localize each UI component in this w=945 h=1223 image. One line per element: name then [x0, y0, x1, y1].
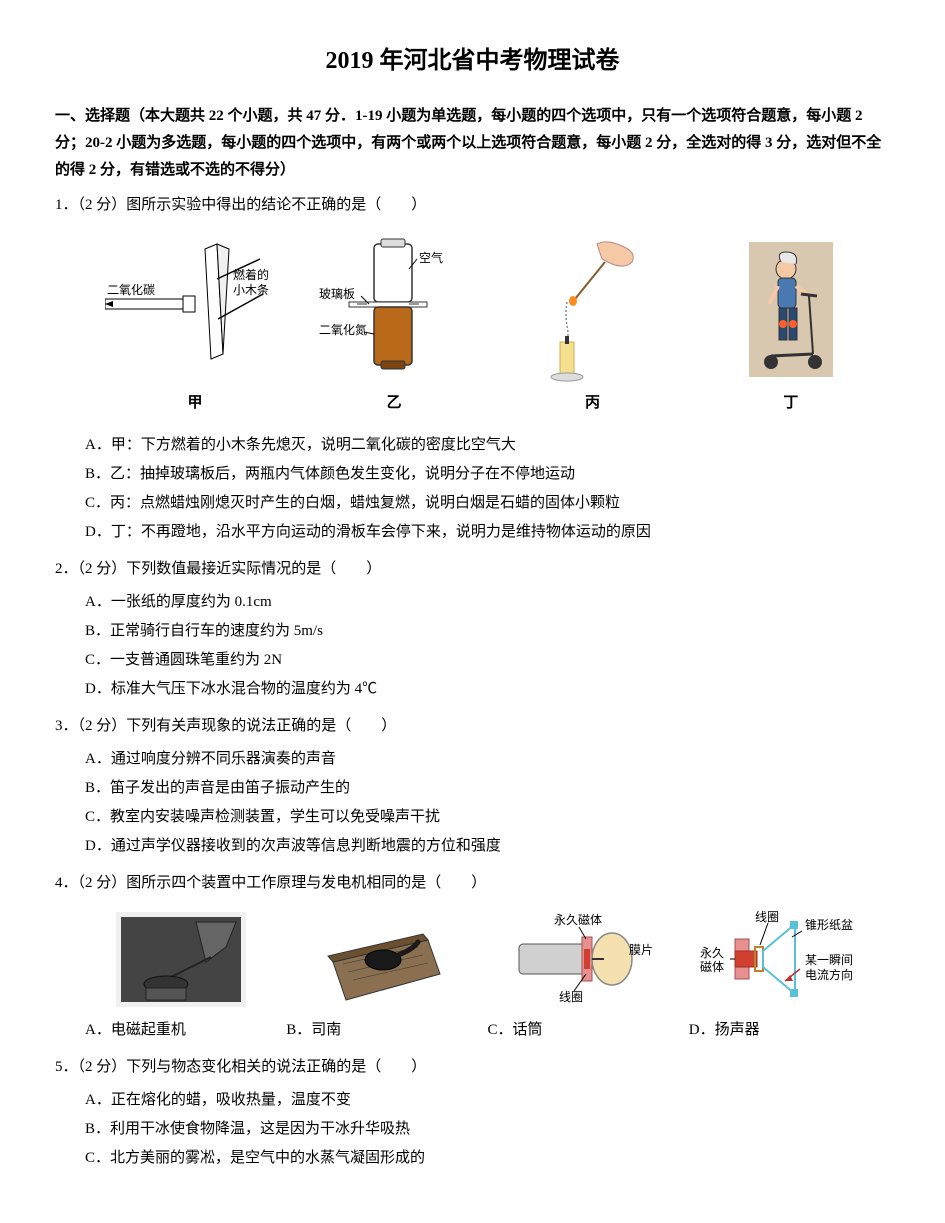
q4-diagram-d: 线圈 锥形纸盆 永久 磁体 某一瞬间 电流方向 [700, 909, 880, 1009]
q1-diagram-ding [741, 234, 841, 384]
q4-diagram-b [318, 912, 448, 1007]
q4-figure-b [297, 909, 469, 1009]
question-1: 1．（2 分）图所示实验中得出的结论不正确的是（ ） 二氧化碳 燃着的 小木条 [55, 192, 890, 546]
label-air: 空气 [419, 250, 443, 265]
q1-label-bing: 丙 [585, 390, 600, 417]
q4-option-a: A．电磁起重机 [85, 1017, 286, 1044]
q4-option-c: C．话筒 [488, 1017, 689, 1044]
q1-stem: 1．（2 分）图所示实验中得出的结论不正确的是（ ） [55, 192, 890, 219]
q1-figure-bing: 丙 [503, 234, 681, 417]
q4-figure-a [95, 909, 267, 1009]
q1-figures: 二氧化碳 燃着的 小木条 甲 空气 玻璃板 二氧化氮 [105, 234, 880, 417]
q5-option-b: B．利用干冰使食物降温，这是因为干冰升华吸热 [85, 1116, 890, 1143]
label-current2: 电流方向 [805, 967, 853, 982]
q2-option-b: B．正常骑行自行车的速度约为 5m/s [85, 618, 890, 645]
q2-option-d: D．标准大气压下冰水混合物的温度约为 4℃ [85, 676, 890, 703]
q3-option-b: B．笛子发出的声音是由笛子振动产生的 [85, 775, 890, 802]
q2-option-c: C．一支普通圆珠笔重约为 2N [85, 647, 890, 674]
q4-diagram-c: 永久磁体 膜片 线圈 [504, 909, 664, 1009]
q3-option-d: D．通过声学仪器接收到的次声波等信息判断地震的方位和强度 [85, 833, 890, 860]
label-diaphragm: 膜片 [629, 943, 653, 957]
q1-option-d: D．丁：不再蹬地，沿水平方向运动的滑板车会停下来，说明力是维持物体运动的原因 [85, 519, 890, 546]
label-wood: 燃着的 [233, 267, 269, 282]
q3-option-a: A．通过响度分辨不同乐器演奏的声音 [85, 746, 890, 773]
q4-option-b: B．司南 [286, 1017, 487, 1044]
label-co2: 二氧化碳 [107, 283, 155, 297]
q1-figure-ding: 丁 [702, 234, 880, 417]
q1-option-c: C．丙：点燃蜡烛刚熄灭时产生的白烟，蜡烛复燃，说明白烟是石蜡的固体小颗粒 [85, 490, 890, 517]
q1-options: A．甲：下方燃着的小木条先熄灭，说明二氧化碳的密度比空气大 B．乙：抽掉玻璃板后… [55, 432, 890, 546]
q4-option-d: D．扬声器 [689, 1017, 890, 1044]
label-no2: 二氧化氮 [319, 322, 367, 337]
label-magnet-d1: 永久 [700, 946, 724, 960]
q4-stem: 4．（2 分）图所示四个装置中工作原理与发电机相同的是（ ） [55, 870, 890, 897]
q3-option-c: C．教室内安装噪声检测装置，学生可以免受噪声干扰 [85, 804, 890, 831]
section-header: 一、选择题（本大题共 22 个小题，共 47 分．1-19 小题为单选题，每小题… [55, 103, 890, 184]
q1-option-b: B．乙：抽掉玻璃板后，两瓶内气体颜色发生变化，说明分子在不停地运动 [85, 461, 890, 488]
page-title: 2019 年河北省中考物理试卷 [55, 40, 890, 83]
q1-diagram-bing [537, 234, 647, 384]
q2-option-a: A．一张纸的厚度约为 0.1cm [85, 589, 890, 616]
label-current1: 某一瞬间 [805, 953, 853, 967]
q1-label-ding: 丁 [783, 390, 798, 417]
label-wood2: 小木条 [233, 283, 269, 297]
q2-options: A．一张纸的厚度约为 0.1cm B．正常骑行自行车的速度约为 5m/s C．一… [55, 589, 890, 703]
q1-diagram-jia: 二氧化碳 燃着的 小木条 [105, 234, 285, 384]
q4-figure-c: 永久磁体 膜片 线圈 [498, 909, 670, 1009]
q5-options: A．正在熔化的蜡，吸收热量，温度不变 B．利用干冰使食物降温，这是因为干冰升华吸… [55, 1087, 890, 1172]
label-magnet-c: 永久磁体 [554, 912, 602, 927]
q4-diagram-a [116, 912, 246, 1007]
question-2: 2．（2 分）下列数值最接近实际情况的是（ ） A．一张纸的厚度约为 0.1cm… [55, 556, 890, 703]
q4-figures: 永久磁体 膜片 线圈 线圈 锥形纸盆 永久 磁体 某一瞬间 电流方向 [95, 909, 880, 1009]
q4-options: A．电磁起重机 B．司南 C．话筒 D．扬声器 [55, 1017, 890, 1044]
q3-stem: 3．（2 分）下列有关声现象的说法正确的是（ ） [55, 713, 890, 740]
q1-option-a: A．甲：下方燃着的小木条先熄灭，说明二氧化碳的密度比空气大 [85, 432, 890, 459]
q3-options: A．通过响度分辨不同乐器演奏的声音 B．笛子发出的声音是由笛子振动产生的 C．教… [55, 746, 890, 860]
label-magnet-d2: 磁体 [700, 959, 724, 974]
label-cone: 锥形纸盆 [805, 918, 853, 932]
label-coil-d: 线圈 [755, 910, 779, 924]
question-4: 4．（2 分）图所示四个装置中工作原理与发电机相同的是（ ） [55, 870, 890, 1044]
q1-figure-yi: 空气 玻璃板 二氧化氮 乙 [305, 234, 483, 417]
q1-label-jia: 甲 [187, 390, 202, 417]
q2-stem: 2．（2 分）下列数值最接近实际情况的是（ ） [55, 556, 890, 583]
q1-figure-jia: 二氧化碳 燃着的 小木条 甲 [105, 234, 285, 417]
q1-label-yi: 乙 [387, 390, 402, 417]
q5-stem: 5．（2 分）下列与物态变化相关的说法正确的是（ ） [55, 1054, 890, 1081]
q5-option-a: A．正在熔化的蜡，吸收热量，温度不变 [85, 1087, 890, 1114]
label-coil-c: 线圈 [559, 990, 583, 1004]
q1-diagram-yi: 空气 玻璃板 二氧化氮 [319, 234, 469, 384]
q5-option-c: C．北方美丽的雾凇，是空气中的水蒸气凝固形成的 [85, 1145, 890, 1172]
q4-figure-d: 线圈 锥形纸盆 永久 磁体 某一瞬间 电流方向 [700, 909, 880, 1009]
label-glass: 玻璃板 [319, 287, 355, 301]
question-3: 3．（2 分）下列有关声现象的说法正确的是（ ） A．通过响度分辨不同乐器演奏的… [55, 713, 890, 860]
question-5: 5．（2 分）下列与物态变化相关的说法正确的是（ ） A．正在熔化的蜡，吸收热量… [55, 1054, 890, 1172]
